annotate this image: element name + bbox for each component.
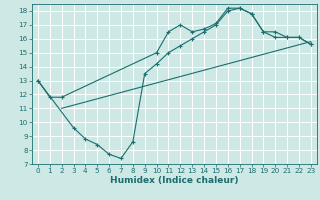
X-axis label: Humidex (Indice chaleur): Humidex (Indice chaleur) — [110, 176, 239, 185]
